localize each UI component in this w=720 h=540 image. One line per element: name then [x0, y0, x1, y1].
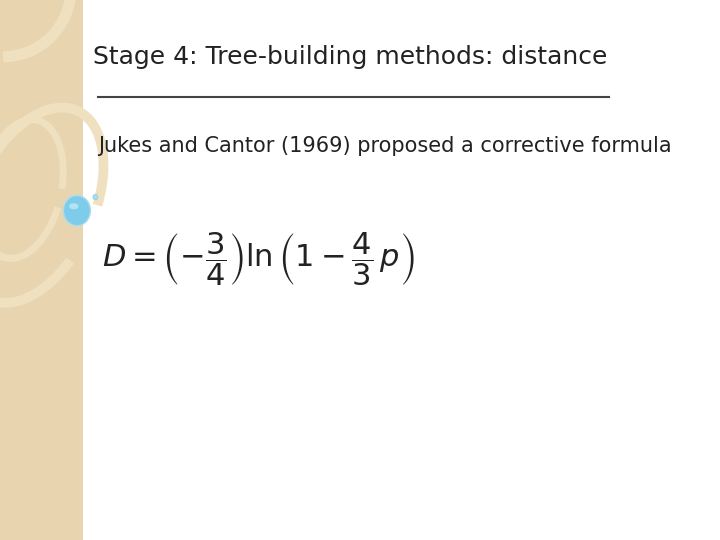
Ellipse shape	[63, 195, 91, 226]
Ellipse shape	[69, 203, 78, 210]
Text: $D = \left(-\dfrac{3}{4}\right) \ln \left(1 - \dfrac{4}{3}\, p\right)$: $D = \left(-\dfrac{3}{4}\right) \ln \lef…	[102, 231, 415, 288]
Text: Jukes and Cantor (1969) proposed a corrective formula: Jukes and Cantor (1969) proposed a corre…	[99, 136, 672, 156]
Text: Stage 4: Tree-building methods: distance: Stage 4: Tree-building methods: distance	[94, 45, 608, 69]
Bar	[0, 0, 83, 540]
Ellipse shape	[93, 194, 98, 200]
